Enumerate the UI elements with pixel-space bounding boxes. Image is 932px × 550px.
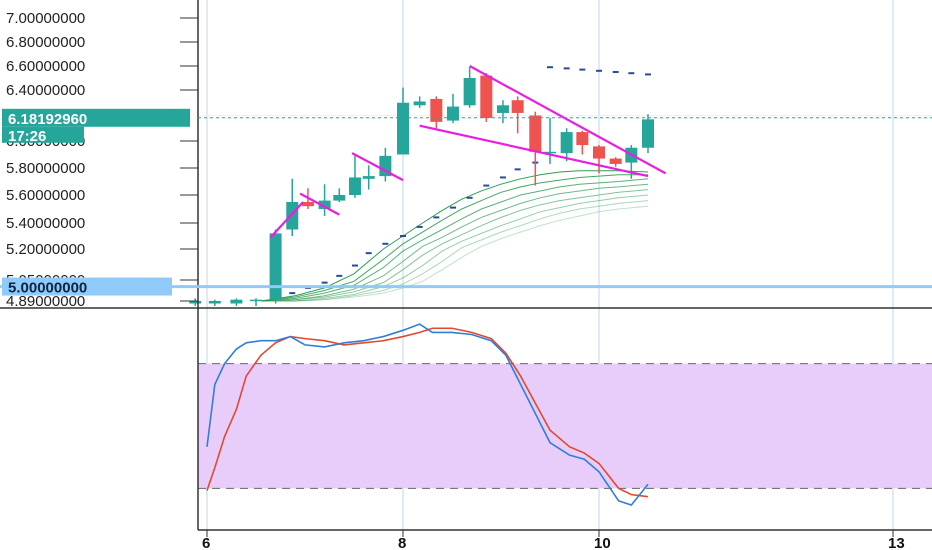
overbought-oversold-band (198, 363, 932, 489)
candle-body (269, 233, 282, 300)
y-tick-label: 5.80000000 (6, 160, 85, 177)
trend-line[interactable] (469, 65, 667, 175)
ribbon-line (260, 183, 649, 302)
candle-body (576, 132, 589, 146)
stochastic-k-line (206, 323, 649, 506)
candle-body (379, 155, 392, 177)
axes (0, 0, 932, 531)
countdown-value: 17:26 (8, 128, 46, 145)
candle-body (609, 158, 622, 164)
candle-body (560, 132, 573, 154)
ribbon-line (260, 194, 649, 302)
trend-line[interactable] (299, 192, 340, 216)
x-tick-label: 13 (888, 535, 905, 550)
candle-body (446, 106, 459, 121)
y-tick-label: 7.00000000 (6, 10, 85, 27)
trend-lines[interactable] (269, 65, 667, 239)
y-tick-label: 6.60000000 (6, 58, 85, 75)
x-tick-label: 6 (202, 535, 210, 550)
y-tick-label: 4.89000000 (6, 293, 85, 310)
candle-body (397, 102, 409, 155)
candle-body (593, 146, 605, 159)
ribbon-line (260, 200, 649, 302)
candlesticks (189, 67, 654, 306)
trend-line[interactable] (269, 201, 304, 239)
candle-body (480, 75, 493, 119)
parabolic-sar-dots (272, 66, 651, 299)
candle-body (318, 200, 331, 209)
candle-body (463, 78, 476, 106)
candle-body (301, 202, 314, 207)
candle-body (430, 98, 443, 122)
countdown-badge (2, 126, 84, 143)
candle-body (189, 301, 202, 304)
candle-body (544, 151, 556, 154)
level-badge-value: 5.00000000 (8, 280, 87, 297)
candle-body (511, 100, 524, 113)
level-badge (2, 277, 172, 296)
current-price-badge (2, 108, 190, 127)
current-price-value: 6.18192960 (8, 111, 87, 128)
candle-body (413, 101, 426, 106)
candle-body (362, 176, 375, 179)
candle-body (642, 119, 654, 148)
ribbon-line (260, 170, 649, 302)
x-axis-ticks: 6 8 10 13 (202, 530, 905, 550)
y-tick-label: 5.60000000 (6, 187, 85, 204)
candle-body (348, 177, 361, 195)
candle-body (230, 299, 243, 304)
candle-body (496, 105, 509, 113)
candle-body (286, 202, 299, 230)
y-tick-label: 5.20000000 (6, 241, 85, 258)
ribbon-line (260, 189, 649, 302)
trend-line[interactable] (419, 124, 649, 178)
candle-body (529, 115, 542, 152)
ribbon-line (260, 174, 648, 302)
x-tick-label: 8 (398, 535, 406, 550)
x-tick-label: 10 (594, 535, 611, 550)
candle-body (208, 301, 221, 304)
candle-body (333, 195, 346, 201)
trend-line[interactable] (351, 152, 404, 182)
candle-body (250, 299, 262, 302)
y-tick-label: 6.80000000 (6, 34, 85, 51)
y-tick-label: 6.40000000 (6, 82, 85, 99)
ribbon-line (260, 205, 649, 302)
stochastic-panel (198, 323, 932, 506)
stochastic-d-line (206, 327, 649, 498)
y-tick-label: 5.40000000 (6, 215, 85, 232)
